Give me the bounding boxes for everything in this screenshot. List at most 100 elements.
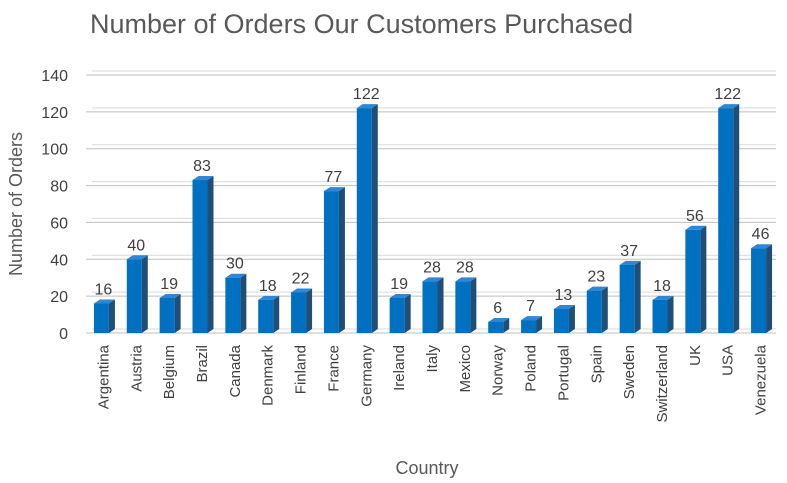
y-tick-label: 120 (41, 105, 68, 122)
bars (93, 104, 773, 334)
bar-portugal (553, 305, 575, 333)
x-tick-label: Ireland (391, 345, 408, 391)
x-tick-label: Norway (490, 345, 507, 396)
x-tick-label: Belgium (161, 345, 178, 399)
bar-top (751, 244, 773, 249)
bar-argentina (93, 299, 115, 333)
y-tick-label: 0 (59, 326, 68, 343)
bar-ireland (389, 293, 411, 333)
bar-side (207, 176, 214, 333)
x-tick-label: USA (720, 345, 737, 376)
data-label: 30 (226, 256, 244, 273)
bar-side (766, 244, 773, 333)
bar-top (159, 293, 181, 298)
bar-france (323, 187, 345, 333)
data-label: 16 (95, 282, 113, 299)
bar-finland (291, 288, 313, 333)
y-tick-label: 140 (41, 68, 68, 85)
data-label: 13 (555, 287, 573, 304)
bar-top (225, 273, 247, 278)
bar-top (356, 104, 378, 109)
x-tick-label: Portugal (555, 345, 572, 401)
data-label: 22 (292, 270, 310, 287)
bar-front (619, 264, 635, 333)
bar-front (718, 108, 734, 334)
bar-top (291, 288, 313, 293)
bar-side (601, 286, 608, 333)
bar-top (323, 187, 345, 192)
bar-front (455, 281, 471, 333)
data-label: 28 (456, 259, 474, 276)
data-label: 77 (325, 169, 343, 186)
y-axis-title: Number of Orders (6, 132, 26, 276)
bar-front (291, 292, 307, 333)
chart-title: Number of Orders Our Customers Purchased (90, 9, 633, 39)
x-tick-label: Denmark (260, 345, 277, 406)
x-tick-label: France (325, 345, 342, 392)
bar-front (553, 309, 569, 333)
bar-front (521, 320, 537, 333)
bar-side (240, 273, 247, 333)
bar-sweden (619, 260, 641, 333)
bar-top (93, 299, 115, 304)
x-tick-label: UK (687, 345, 704, 366)
data-label: 23 (587, 269, 605, 286)
bar-front (126, 259, 142, 333)
bar-front (422, 281, 438, 333)
bar-side (141, 255, 148, 333)
x-tick-label: Poland (523, 345, 540, 392)
data-label: 40 (127, 237, 145, 254)
x-tick-label: Venezuela (753, 344, 770, 415)
bar-front (751, 248, 767, 333)
bar-top (553, 305, 575, 310)
y-axis-ticks: 0 20 40 60 80 100 120 140 (41, 68, 68, 343)
bar-side (306, 288, 313, 333)
data-label: 83 (193, 158, 211, 175)
bar-top (488, 317, 510, 322)
bar-front (652, 299, 668, 333)
bar-side (536, 316, 543, 333)
bar-denmark (258, 295, 280, 333)
bar-side (404, 293, 411, 333)
y-tick-label: 100 (41, 142, 68, 159)
bar-side (667, 295, 674, 333)
bar-side (733, 104, 740, 334)
data-label: 122 (714, 86, 741, 103)
bar-side (437, 277, 444, 333)
bar-front (225, 277, 241, 333)
bar-front (192, 180, 208, 333)
data-label: 28 (423, 259, 441, 276)
y-tick-label: 20 (50, 289, 68, 306)
data-label: 56 (686, 208, 704, 225)
bar-austria (126, 255, 148, 333)
bar-front (258, 299, 274, 333)
bar-top (586, 286, 608, 291)
bar-side (371, 104, 378, 334)
bar-side (634, 260, 641, 333)
bar-side (568, 305, 575, 333)
bar-top (652, 295, 674, 300)
data-label: 122 (353, 86, 380, 103)
bar-front (488, 321, 504, 333)
bar-brazil (192, 176, 214, 333)
bar-switzerland (652, 295, 674, 333)
bar-top (619, 260, 641, 265)
data-label: 46 (752, 226, 770, 243)
bar-side (700, 225, 707, 333)
bar-front (159, 297, 175, 333)
y-tick-label: 40 (50, 252, 68, 269)
bar-side (470, 277, 477, 333)
x-tick-label: Spain (588, 345, 605, 383)
bar-front (323, 191, 339, 333)
bar-mexico (455, 277, 477, 333)
bar-usa (718, 104, 740, 334)
x-tick-label: Mexico (457, 345, 474, 393)
x-axis-title: Country (395, 458, 458, 478)
data-label: 19 (160, 276, 178, 293)
bar-top (258, 295, 280, 300)
bar-top (455, 277, 477, 282)
bar-top (192, 176, 214, 181)
bar-side (108, 299, 115, 333)
data-label: 18 (653, 278, 671, 295)
